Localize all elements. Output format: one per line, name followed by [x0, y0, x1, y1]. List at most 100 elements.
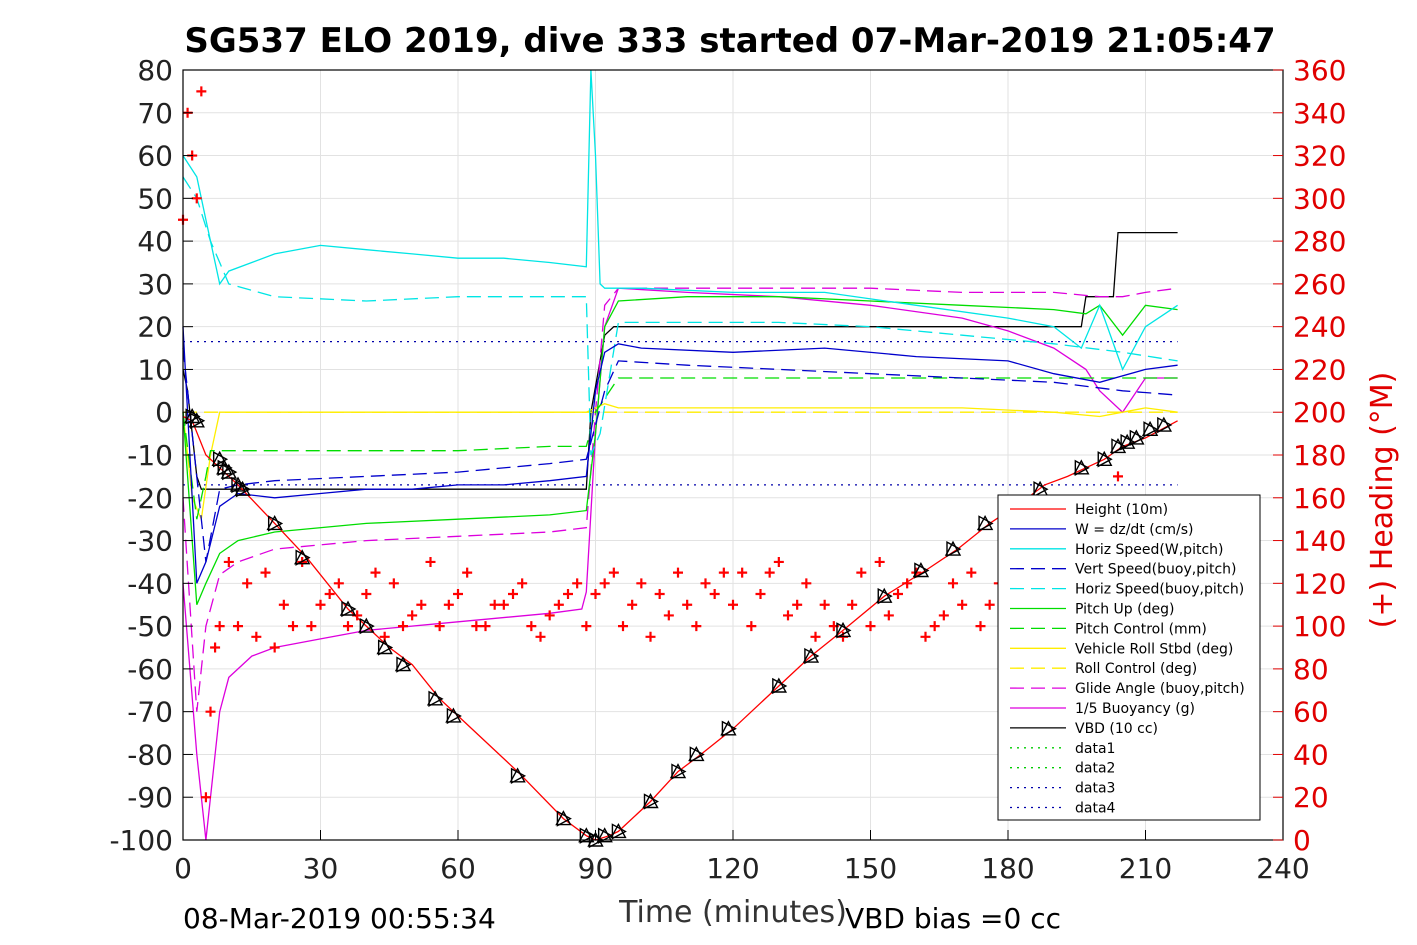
- heading-point: [269, 642, 280, 653]
- heading-point: [819, 599, 830, 610]
- gps-marker-right: [772, 677, 788, 695]
- heading-point: [929, 621, 940, 632]
- gps-marker-right: [428, 690, 444, 708]
- x-tick-label: 180: [981, 852, 1034, 885]
- gps-marker-up: [266, 514, 283, 531]
- heading-point: [324, 589, 335, 600]
- x-tick-label: 60: [440, 852, 476, 885]
- heading-point: [654, 589, 665, 600]
- heading-point: [553, 599, 564, 610]
- y-tick-label: -10: [127, 439, 173, 472]
- heading-point: [764, 567, 775, 578]
- gps-marker-up: [876, 587, 893, 603]
- axis-ticks: 0 30 60 90 120 150 180 210 24080706050403020100-…: [109, 54, 1346, 885]
- heading-point: [700, 578, 711, 589]
- heading-point: [343, 621, 353, 632]
- gps-marker-up: [642, 793, 659, 809]
- gps-marker-up: [688, 745, 705, 762]
- heading-point: [718, 567, 729, 578]
- heading-point: [746, 621, 757, 632]
- heading-point: [361, 589, 372, 600]
- heading-point: [590, 589, 601, 600]
- heading-point: [544, 610, 555, 621]
- gps-marker-right: [510, 767, 527, 785]
- legend-label: 1/5 Buoyancy (g): [1075, 701, 1195, 717]
- heading-point: [755, 589, 766, 600]
- gps-marker-right: [556, 810, 572, 827]
- gps-marker-right: [446, 707, 462, 725]
- gps-marker-right: [341, 600, 357, 618]
- heading-point: [563, 589, 573, 600]
- y-right-tick-label: 180: [1293, 439, 1346, 472]
- heading-point: [535, 631, 546, 642]
- gps-marker-up: [394, 656, 412, 672]
- heading-point: [792, 599, 803, 610]
- heading-point: [966, 567, 977, 578]
- heading-point: [278, 599, 289, 610]
- gps-marker-right: [597, 827, 614, 844]
- x-tick-label: 90: [578, 852, 614, 885]
- legend-label: data3: [1075, 781, 1115, 797]
- gps-marker-up: [509, 767, 526, 783]
- heading-point: [709, 589, 720, 600]
- gps-marker-right: [804, 647, 820, 665]
- series-line: [182, 403, 1178, 522]
- y-tick-label: -80: [127, 738, 173, 771]
- gps-marker-up: [1128, 429, 1145, 445]
- gps-marker-right: [190, 412, 206, 429]
- gps-marker-up: [1096, 450, 1113, 466]
- heading-point: [865, 621, 876, 632]
- y-right-tick-label: 240: [1293, 311, 1346, 344]
- gps-marker-right: [1157, 416, 1173, 434]
- y-tick-label: 30: [137, 268, 173, 301]
- heading-point: [636, 578, 647, 589]
- y-right-tick-label: 40: [1293, 738, 1329, 771]
- heading-point: [920, 631, 931, 642]
- y-right-tick-label: 200: [1293, 396, 1346, 429]
- legend-label: Glide Angle (buoy,pitch): [1075, 681, 1245, 697]
- heading-point: [453, 589, 463, 600]
- legend-label: Vert Speed(buoy,pitch): [1075, 562, 1237, 578]
- gps-marker-right: [914, 562, 930, 579]
- gps-marker-right: [946, 540, 962, 558]
- gps-marker-up: [293, 549, 311, 565]
- heading-point: [508, 589, 518, 600]
- heading-point: [333, 578, 344, 589]
- y-right-tick-label: 100: [1293, 610, 1346, 643]
- footer-left: 08-Mar-2019 00:55:34: [183, 902, 496, 935]
- gps-marker-right: [1120, 433, 1136, 451]
- y-tick-label: -100: [109, 824, 173, 857]
- y-tick-label: -30: [127, 525, 173, 558]
- heading-point: [883, 610, 894, 621]
- y-right-tick-label: 280: [1293, 225, 1346, 258]
- heading-point: [856, 567, 867, 578]
- y-right-tick-label: 120: [1293, 567, 1346, 600]
- heading-point: [948, 578, 958, 589]
- heading-point: [975, 621, 986, 632]
- heading-point: [196, 86, 207, 97]
- gps-marker-up: [1073, 459, 1090, 475]
- heading-point: [737, 567, 748, 578]
- gps-marker-up: [234, 480, 251, 496]
- heading-point: [691, 621, 702, 632]
- y-tick-label: -90: [127, 781, 173, 814]
- gps-marker-up: [1141, 420, 1159, 437]
- heading-point: [434, 621, 445, 632]
- heading-point: [251, 631, 262, 642]
- series-line: [182, 415, 1178, 841]
- heading-point: [306, 621, 317, 632]
- gps-marker-right: [671, 763, 687, 780]
- gps-marker-right: [1111, 438, 1127, 455]
- gps-marker-right: [359, 617, 375, 635]
- legend-label: Pitch Up (deg): [1075, 602, 1174, 618]
- series-layer: [178, 69, 1178, 849]
- y-right-tick-label: 260: [1293, 268, 1346, 301]
- gps-marker-up: [211, 450, 228, 466]
- y-right-tick-label: 140: [1293, 525, 1346, 558]
- gps-marker-right: [978, 515, 994, 532]
- heading-point: [673, 567, 683, 578]
- legend-label: Height (10m): [1075, 502, 1168, 518]
- heading-point: [388, 578, 399, 589]
- heading-point: [407, 610, 418, 621]
- heading-point: [581, 621, 592, 632]
